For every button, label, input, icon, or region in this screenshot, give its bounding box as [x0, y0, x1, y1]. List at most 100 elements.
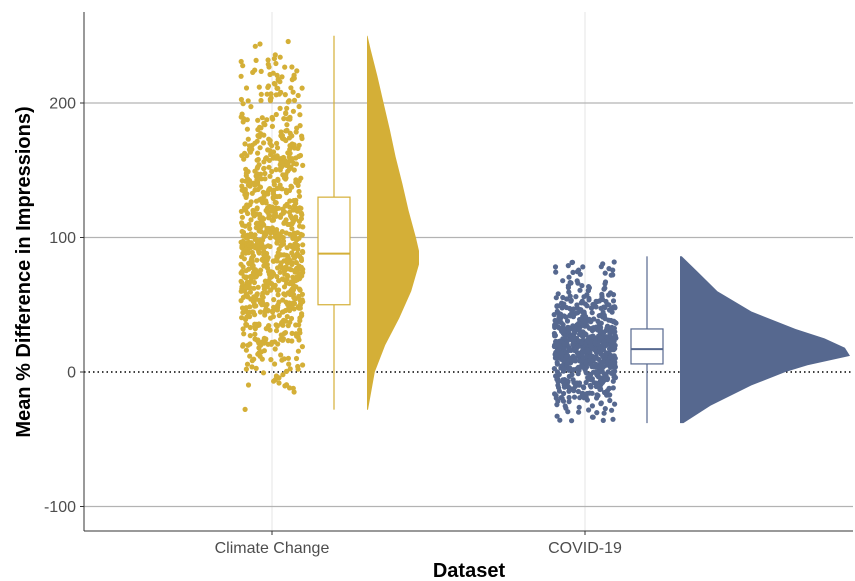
data-point: [597, 369, 604, 375]
data-point: [251, 285, 257, 291]
data-point: [300, 249, 306, 255]
data-point: [270, 189, 276, 195]
data-point: [566, 274, 572, 280]
data-point: [267, 235, 273, 241]
data-point: [588, 384, 594, 390]
data-point: [581, 385, 587, 391]
data-point: [580, 264, 586, 270]
data-point: [601, 312, 607, 318]
data-point: [563, 405, 569, 411]
data-point: [254, 205, 260, 211]
data-point: [265, 324, 271, 330]
x-tick-label: COVID-19: [548, 540, 622, 557]
data-point: [287, 366, 293, 372]
data-point: [597, 335, 603, 341]
data-point: [279, 74, 285, 80]
data-point: [274, 323, 280, 329]
data-point: [239, 183, 245, 189]
data-point: [556, 388, 563, 394]
data-point: [261, 248, 267, 254]
data-point: [258, 176, 264, 182]
data-point: [297, 254, 303, 260]
data-point: [261, 140, 267, 146]
data-point: [594, 410, 600, 416]
data-point: [583, 319, 589, 325]
data-point: [574, 278, 580, 284]
data-point: [293, 243, 299, 249]
raw-points: [238, 38, 306, 412]
data-point: [298, 216, 304, 222]
data-point: [257, 300, 264, 306]
data-point: [554, 340, 560, 346]
data-point: [271, 378, 277, 384]
data-point: [247, 179, 253, 185]
data-point: [238, 96, 244, 103]
data-point: [257, 271, 263, 277]
data-point: [243, 316, 249, 323]
data-point: [248, 104, 254, 110]
data-point: [285, 150, 291, 156]
data-point: [607, 328, 614, 334]
data-point: [275, 85, 281, 91]
data-point: [566, 346, 573, 352]
data-point: [553, 269, 559, 275]
data-point: [261, 159, 267, 165]
data-point: [272, 346, 278, 352]
data-point: [255, 117, 261, 123]
data-point: [592, 361, 599, 367]
data-point: [272, 199, 278, 206]
data-point: [299, 133, 305, 139]
data-point: [284, 122, 290, 128]
data-point: [554, 308, 560, 314]
data-point: [260, 237, 266, 243]
data-point: [290, 108, 296, 114]
half-violin: [367, 35, 419, 410]
data-point: [262, 170, 268, 177]
data-point: [605, 369, 611, 375]
data-point: [255, 164, 261, 170]
data-point: [293, 200, 299, 206]
box-iqr: [630, 328, 664, 365]
data-point: [265, 61, 271, 67]
data-point: [259, 200, 266, 206]
data-point: [574, 305, 580, 311]
data-point: [280, 297, 286, 303]
data-point: [242, 141, 248, 147]
data-point: [256, 321, 262, 327]
data-point: [601, 356, 607, 362]
data-point: [556, 314, 562, 320]
data-point: [276, 232, 282, 238]
data-point: [598, 362, 604, 368]
data-point: [593, 355, 599, 361]
data-point: [244, 117, 250, 123]
data-point: [294, 208, 300, 214]
data-point: [262, 312, 268, 318]
data-point: [287, 221, 293, 228]
data-point: [612, 375, 619, 381]
data-point: [286, 209, 293, 215]
data-point: [275, 250, 281, 256]
data-point: [272, 339, 278, 345]
data-point: [264, 290, 270, 296]
data-point: [240, 238, 246, 244]
data-point: [559, 395, 565, 401]
data-point: [244, 235, 250, 241]
data-point: [592, 347, 598, 353]
data-point: [602, 285, 608, 291]
data-point: [572, 327, 578, 333]
data-point: [585, 288, 592, 294]
data-point: [285, 255, 291, 261]
data-point: [258, 68, 264, 74]
data-point: [269, 123, 275, 129]
data-point: [270, 309, 276, 315]
data-point: [595, 327, 601, 333]
data-point: [275, 292, 281, 298]
data-point: [246, 143, 253, 149]
data-point: [594, 369, 600, 375]
boxplot: [630, 256, 664, 424]
data-point: [284, 280, 290, 286]
data-point: [238, 278, 244, 284]
data-point: [295, 348, 301, 354]
data-point: [293, 331, 299, 337]
series-1: [551, 256, 850, 424]
